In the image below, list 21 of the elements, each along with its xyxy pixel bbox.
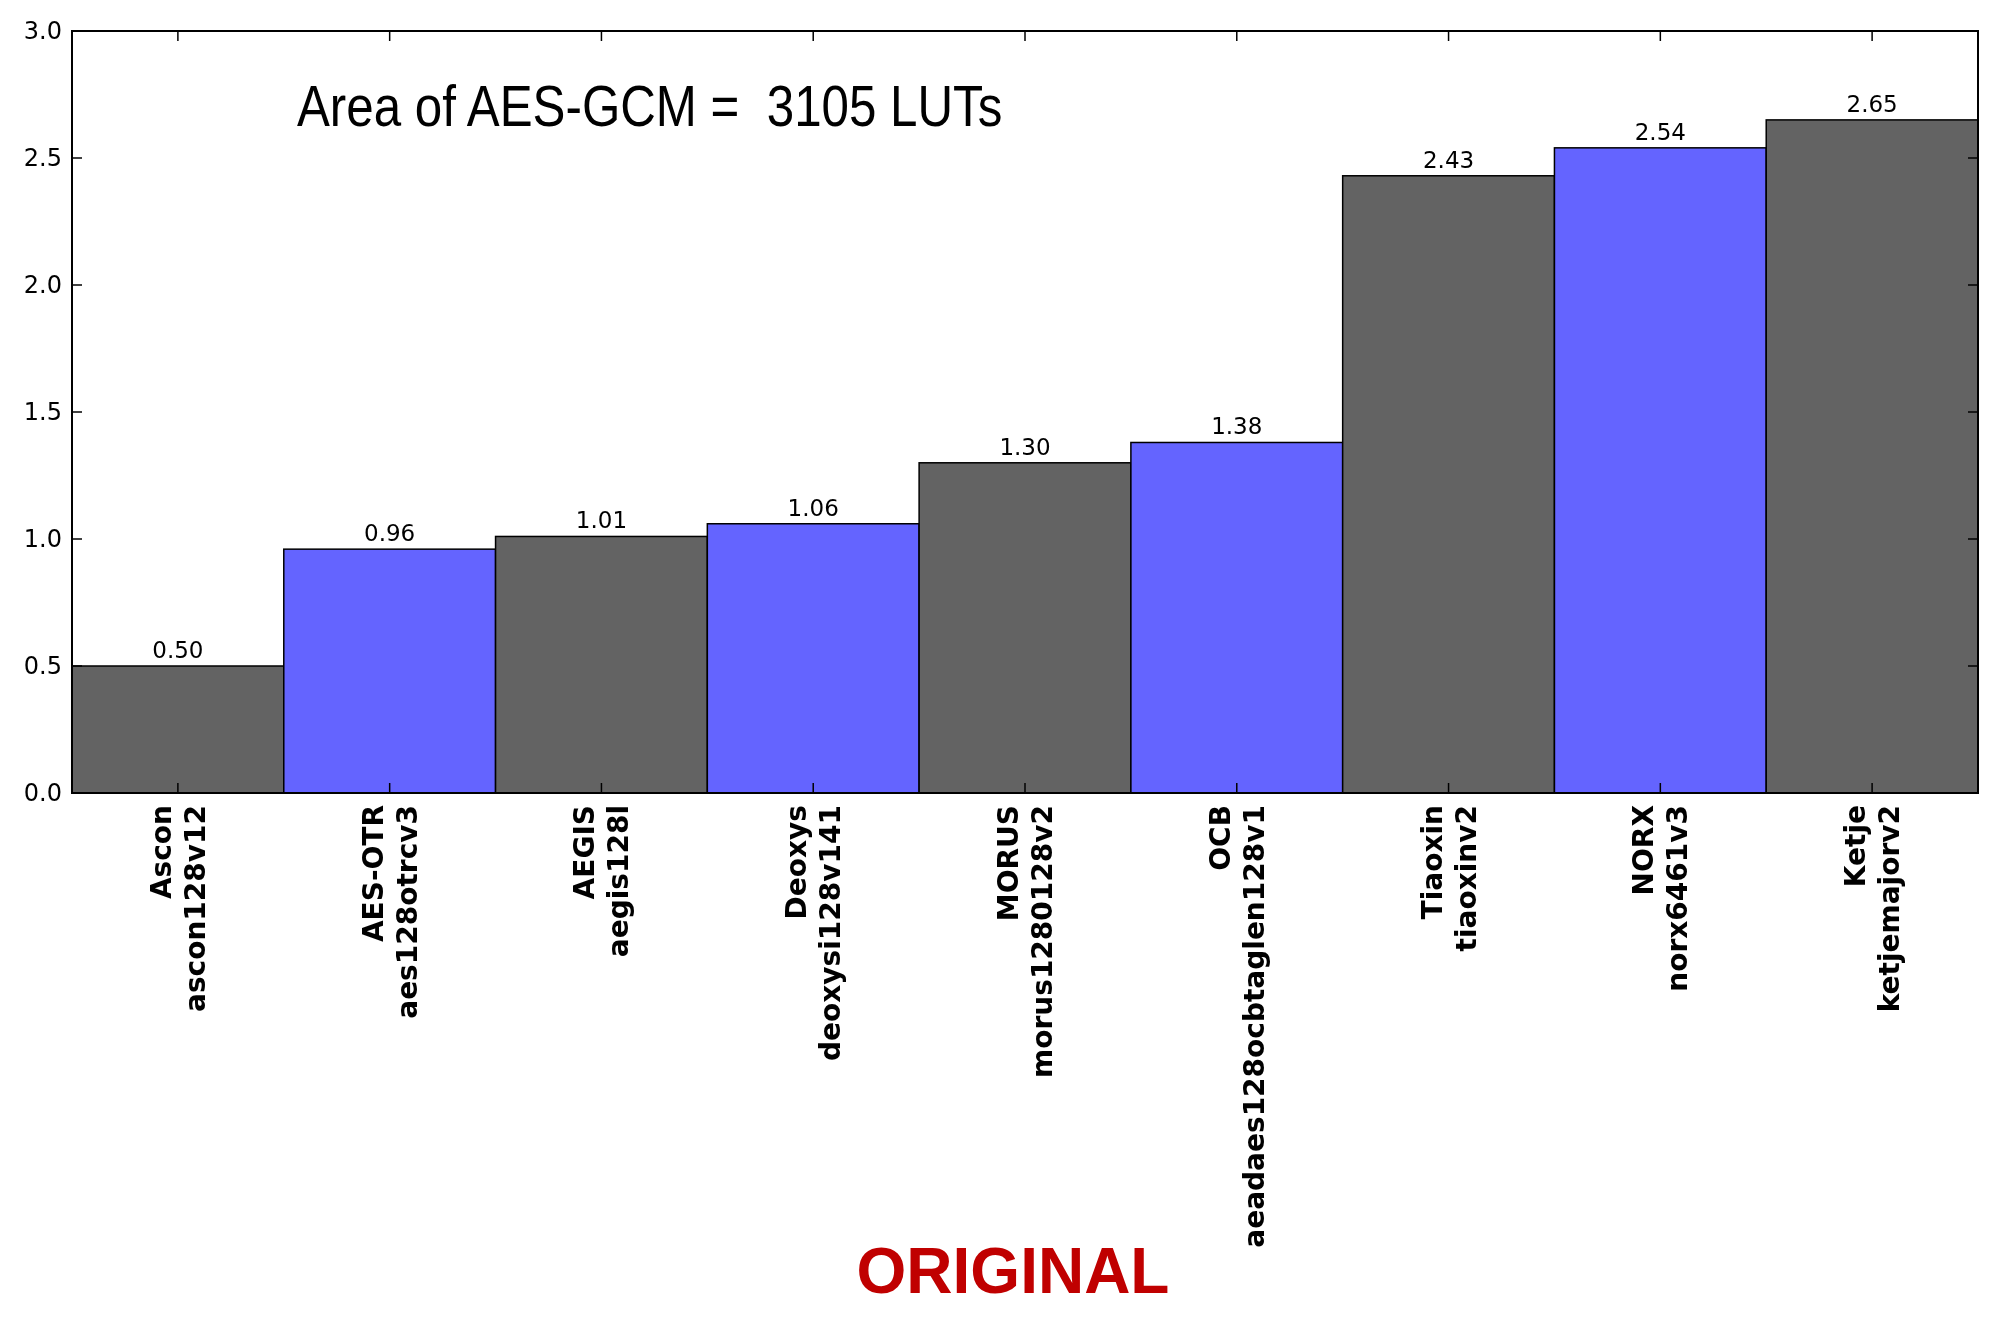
data-label: 2.43: [1422, 146, 1475, 173]
data-label: 0.96: [364, 520, 416, 547]
x-tick-label: Tiaoxin tiaoxinv2: [1415, 805, 1483, 952]
y-tick-label: 1.5: [23, 398, 62, 427]
data-label: 0.50: [152, 637, 204, 663]
x-tick-label: Ascon ascon128v12: [144, 805, 212, 1012]
text: ORIGINAL: [856, 1235, 1170, 1307]
data-label: 2.54: [1634, 118, 1686, 145]
y-tick-label: 0.5: [23, 652, 62, 681]
data-label: 1.30: [999, 433, 1051, 460]
data-label: 1.06: [787, 494, 839, 521]
y-tick-label: 2.5: [23, 144, 62, 173]
data-label: 2.65: [1846, 90, 1898, 117]
data-label: 1.01: [575, 507, 628, 534]
y-tick-label: 1.0: [23, 525, 62, 554]
y-tick-label: 3.0: [23, 17, 62, 46]
data-label: 1.38: [1211, 413, 1263, 440]
x-tick-label: AEGIS aegis128l: [568, 805, 636, 958]
y-tick-label: 0.0: [23, 779, 62, 808]
annotation: Area of AES-GCM = 3105 LUTs: [297, 73, 1003, 138]
y-tick-label: 2.0: [23, 271, 62, 300]
